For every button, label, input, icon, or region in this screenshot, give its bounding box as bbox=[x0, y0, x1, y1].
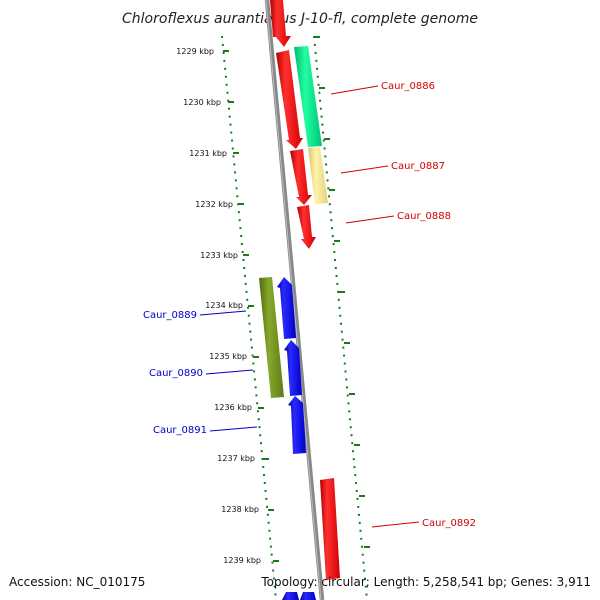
gene-label[interactable]: Caur_0889 bbox=[143, 310, 197, 321]
gene-reverse-arrow[interactable] bbox=[300, 592, 316, 600]
gene-reverse-arrow[interactable] bbox=[277, 277, 296, 339]
label-leader-line bbox=[345, 215, 395, 224]
label-leader-line bbox=[371, 521, 420, 528]
feature-olive[interactable] bbox=[259, 277, 284, 398]
gene-label[interactable]: Caur_0891 bbox=[153, 425, 207, 436]
gene-label[interactable]: Caur_0892 bbox=[422, 518, 476, 529]
gene-forward-arrow[interactable] bbox=[276, 50, 303, 149]
genome-backbone-highlight bbox=[265, 0, 322, 600]
ruler-tick-label: 1233 kbp bbox=[200, 251, 238, 260]
topology-label: Topology: circular; Length: 5,258,541 bp… bbox=[260, 575, 591, 589]
ruler-tick-label: 1235 kbp bbox=[209, 352, 247, 361]
gene-reverse-arrow[interactable] bbox=[282, 592, 299, 600]
label-leader-line bbox=[340, 165, 389, 174]
map-title: Chloroflexus aurantiacus J-10-fl, comple… bbox=[122, 11, 478, 27]
gene-label[interactable]: Caur_0888 bbox=[397, 211, 451, 222]
gene-forward-arrow[interactable] bbox=[320, 478, 340, 580]
gene-label[interactable]: Caur_0890 bbox=[149, 368, 203, 379]
ruler-tick-label: 1229 kbp bbox=[176, 47, 214, 56]
ruler-inner bbox=[221, 35, 277, 600]
ruler-tick-label: 1237 kbp bbox=[217, 454, 255, 463]
label-leader-line bbox=[330, 85, 379, 95]
gene-label[interactable]: Caur_0886 bbox=[381, 81, 435, 92]
feature-green[interactable] bbox=[294, 46, 322, 147]
gene-label[interactable]: Caur_0887 bbox=[391, 161, 445, 172]
gene-reverse-arrow[interactable] bbox=[288, 396, 306, 454]
label-leader-line bbox=[205, 369, 254, 375]
genome-backbone bbox=[264, 0, 325, 600]
gene-reverse-arrow[interactable] bbox=[284, 340, 302, 396]
ruler-outer bbox=[313, 35, 368, 600]
feature-yellow[interactable] bbox=[308, 147, 328, 204]
gene-forward-arrow[interactable] bbox=[297, 205, 316, 249]
ruler-tick-label: 1232 kbp bbox=[195, 200, 233, 209]
ruler-tick-label: 1239 kbp bbox=[223, 556, 261, 565]
ruler-tick-label: 1234 kbp bbox=[205, 301, 243, 310]
ruler-tick-label: 1236 kbp bbox=[214, 403, 252, 412]
accession-label: Accession: NC_010175 bbox=[9, 575, 145, 589]
ruler-tick-label: 1231 kbp bbox=[189, 149, 227, 158]
ruler-tick-label: 1238 kbp bbox=[221, 505, 259, 514]
gene-forward-arrow[interactable] bbox=[270, 0, 291, 47]
ruler-ticks bbox=[223, 36, 370, 562]
gene-forward-arrow[interactable] bbox=[290, 149, 312, 205]
label-leader-line bbox=[199, 310, 247, 316]
ruler-tick-label: 1230 kbp bbox=[183, 98, 221, 107]
label-leader-line bbox=[209, 426, 258, 432]
